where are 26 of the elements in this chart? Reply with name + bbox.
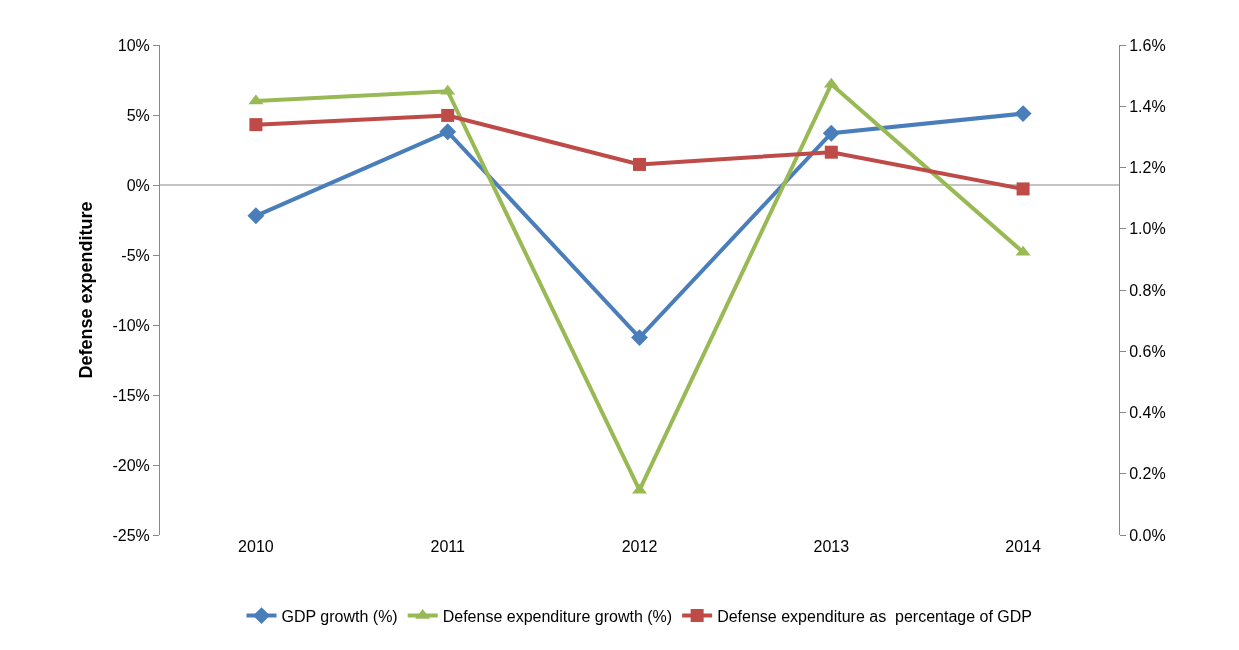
y2-tick-label: 0.0%: [1129, 526, 1166, 544]
y2-tick-label: 1.4%: [1129, 97, 1166, 115]
y-tick-label: -20%: [112, 456, 150, 474]
y2-tick-label: 0.4%: [1129, 404, 1166, 422]
x-tick-label: 2013: [813, 538, 850, 555]
y-axis-title: Defense expenditure: [75, 201, 96, 379]
x-tick-label: 2014: [1005, 538, 1041, 555]
y2-tick-label: 1.0%: [1129, 220, 1166, 238]
legend-label: Defense expenditure as percentage of GDP: [717, 607, 1032, 625]
y2-tick-label: 1.2%: [1129, 159, 1166, 177]
x-tick-label: 2012: [621, 538, 658, 555]
y-tick-label: 5%: [126, 106, 150, 124]
y-tick-label: -10%: [112, 316, 150, 334]
y-tick-label: -25%: [112, 526, 150, 544]
y-tick-label: 10%: [117, 36, 150, 54]
x-tick-label: 2010: [238, 538, 274, 555]
legend-label: GDP growth (%): [281, 607, 398, 625]
y2-tick-label: 0.6%: [1129, 342, 1166, 360]
legend-label: Defense expenditure growth (%): [442, 607, 673, 625]
y2-tick-label: 1.6%: [1129, 36, 1166, 54]
y-tick-label: -15%: [112, 386, 150, 404]
y-tick-label: -5%: [121, 246, 150, 264]
y2-tick-label: 0.8%: [1129, 281, 1166, 299]
x-tick-label: 2011: [430, 538, 465, 555]
y2-tick-label: 0.2%: [1129, 465, 1166, 483]
y-tick-label: 0%: [126, 176, 150, 194]
